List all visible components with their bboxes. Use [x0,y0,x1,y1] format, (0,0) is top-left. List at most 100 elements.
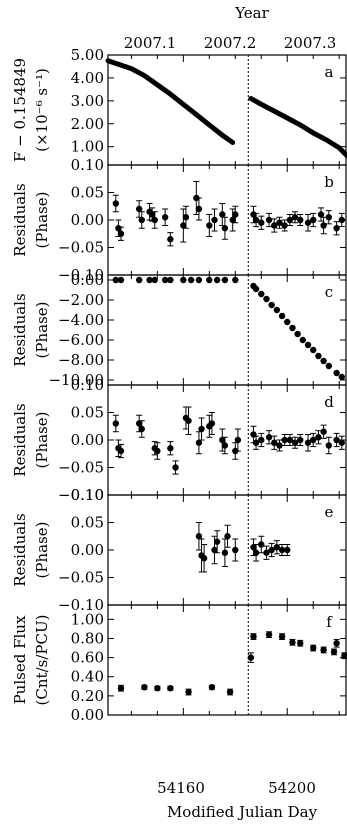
y-axis-title: Residuals [11,183,29,256]
data-point [315,352,322,360]
data-point [310,644,317,652]
data-point [195,205,203,213]
data-point [146,276,153,284]
data-point [281,222,288,229]
data-point [325,214,333,221]
data-point [219,436,226,444]
top-tick-label: 2007.2 [204,34,257,52]
data-point [151,216,158,224]
data-point [112,420,119,427]
data-point [135,420,143,427]
data-point [185,688,192,696]
data-point [138,216,145,224]
data-point [258,541,265,548]
y-tick-label: 4.00 [71,69,104,87]
data-point [325,442,333,449]
data-point [320,357,327,365]
x-tick-label: 54200 [268,779,316,797]
data-point [221,276,229,284]
y-tick-label: 1.00 [71,610,104,628]
y-tick-label: 0.00 [71,706,104,724]
y-tick-label: −0.05 [58,239,104,257]
data-point [273,306,281,314]
data-point [333,225,340,232]
data-point [180,276,187,284]
x-axis-title: Modified Julian Day [167,803,318,821]
data-point [206,222,213,229]
data-point [232,211,239,218]
y-tick-label: 0.40 [71,668,104,686]
panel-label: d [324,393,334,411]
data-point [208,684,216,691]
y-axis-title: Residuals [11,403,29,476]
data-point [112,276,119,284]
data-point [297,216,304,224]
data-point [180,222,187,229]
data-point [278,312,286,320]
data-point [338,216,346,224]
data-point [310,346,317,354]
data-point [252,439,260,446]
data-point [161,214,169,221]
data-point [268,546,275,554]
y-axis-title: (Phase) [33,412,51,469]
data-point [258,219,265,226]
data-point [250,544,257,551]
panel-label: a [325,63,334,81]
y-tick-label: 0.05 [71,184,104,202]
data-point [247,654,255,661]
data-point [221,225,229,232]
data-point [250,633,257,640]
data-point [117,685,125,692]
data-point [271,222,278,229]
data-point [138,425,145,433]
data-point [333,436,340,444]
data-point [320,646,327,654]
y-tick-label: 0.80 [71,629,104,647]
data-point [333,640,340,647]
data-point [232,276,239,284]
y-tick-label: −0.05 [58,569,104,587]
data-point [234,436,242,444]
data-point [221,549,229,556]
y-tick-label: 1.00 [71,138,104,156]
panel-label: b [324,173,334,191]
panel-e: −0.10 −0.05 0.00 0.05 0.10 e Residuals (Phase) [11,486,347,614]
data-point [286,436,294,444]
data-point [289,639,296,646]
data-point [320,428,327,435]
data-point [297,640,304,647]
y-tick-label: −0.10 [58,486,104,504]
data-point [200,555,208,562]
series-line [105,58,236,145]
data-point [112,200,119,207]
y-axis-title: Residuals [11,293,29,366]
data-point [265,216,273,224]
x-tick-label: 54160 [157,779,205,797]
data-point [258,290,265,298]
y-axis-title: Residuals [11,513,29,586]
data-point [333,369,340,377]
data-point [185,417,192,424]
top-axis-title: Year [234,4,269,22]
y-axis-title: F − 0.154849 [11,58,29,162]
y-tick-label: −0.05 [58,459,104,477]
panel-label: c [325,283,333,301]
y-tick-label: −6.00 [58,331,104,349]
data-point [211,216,218,224]
data-point [141,684,148,691]
panel-a: 1.00 2.00 3.00 4.00 5.00 a F − 0.154849 (×10⁻⁶ … [11,46,347,166]
y-tick-label: 3.00 [71,92,104,110]
data-point [338,439,346,446]
y-axis-title: (Phase) [33,302,51,359]
data-point [338,373,346,381]
data-point [263,295,270,303]
panel-label: f [326,613,333,631]
data-point [294,330,301,338]
y-axis-title: Pulsed Flux [11,615,29,704]
data-point [206,276,213,284]
y-tick-label: −0.10 [58,596,104,614]
data-point [172,464,179,471]
data-point [167,685,174,692]
